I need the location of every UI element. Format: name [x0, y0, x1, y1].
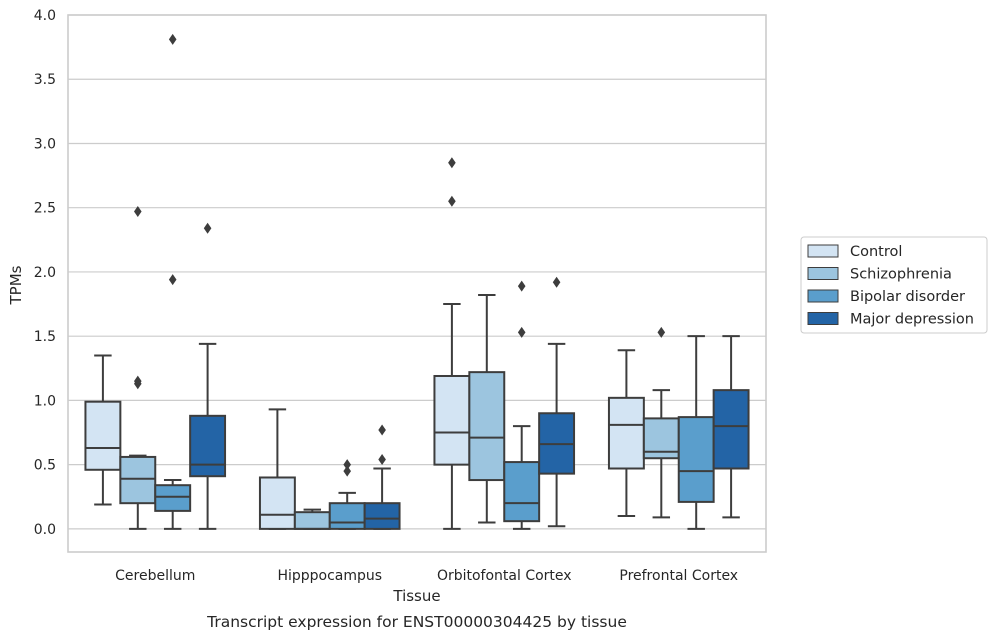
y-tick-label: 4.0: [34, 8, 56, 24]
box-control: [84, 354, 122, 506]
outlier-point: [378, 424, 386, 436]
box-iqr: [258, 476, 296, 530]
outlier-point: [203, 222, 212, 234]
box-iqr: [84, 400, 122, 471]
y-tick-label: 3.5: [34, 72, 56, 88]
box-major-depression: [712, 335, 750, 519]
y-tick-label: 2.0: [34, 265, 56, 281]
box-iqr: [293, 511, 331, 530]
box-control: [607, 349, 645, 518]
box-major-depression: [538, 276, 576, 528]
legend-label: Bipolar disorder: [850, 289, 965, 305]
outlier-point: [134, 206, 142, 218]
box-iqr: [433, 374, 471, 466]
legend: Control Schizophrenia Bipolar disorder Majo…: [800, 236, 988, 334]
outlier-point: [657, 326, 666, 338]
box-iqr: [154, 484, 192, 512]
x-tick-label: Hipppocampus: [277, 568, 382, 584]
x-tick-label: Cerebellum: [115, 568, 195, 584]
y-tick-label: 2.5: [34, 201, 56, 217]
box-iqr: [503, 461, 541, 523]
x-tick-label: Orbitofontal Cortex: [437, 568, 572, 584]
box-control: [258, 408, 296, 530]
box-bipolar-disorder: [154, 33, 192, 530]
legend-label: Schizophrenia: [850, 267, 952, 283]
outlier-point: [343, 459, 351, 471]
box-control: [433, 157, 471, 530]
box-bipolar-disorder: [328, 459, 366, 530]
outlier-point: [378, 454, 386, 466]
legend-label: Major depression: [850, 312, 974, 328]
box-iqr: [468, 371, 506, 482]
legend-swatch: [807, 289, 839, 303]
y-tick-labels: 0.0 0.5 1.0 1.5 2.0 2.5 3.0 3.5 4.0: [34, 8, 56, 538]
legend-frame: [800, 236, 988, 334]
y-tick-label: 1.0: [34, 393, 56, 409]
y-axis-label: TPMs: [7, 265, 25, 305]
x-axis-label: Tissue: [392, 587, 440, 605]
box-iqr: [119, 455, 157, 505]
x-tick-labels: Cerebellum Hipppocampus Orbitofontal Corte…: [115, 568, 738, 584]
box-schizophrenia: [642, 326, 680, 519]
box-bipolar-disorder: [677, 335, 715, 530]
box-schizophrenia: [468, 294, 506, 524]
outlier-point: [448, 157, 456, 169]
legend-swatch: [807, 267, 839, 280]
box-groups: [84, 33, 750, 530]
legend-label: Control: [850, 244, 902, 260]
outlier-point: [168, 274, 177, 286]
outlier-point: [517, 280, 526, 292]
outlier-point: [517, 326, 526, 338]
outlier-point: [552, 276, 561, 288]
outlier-point: [343, 465, 351, 477]
box-iqr: [189, 414, 227, 478]
box-iqr: [712, 389, 750, 470]
box-bipolar-disorder: [503, 280, 541, 530]
box-major-depression: [189, 222, 227, 530]
box-major-depression: [363, 424, 401, 530]
legend-swatch: [807, 244, 839, 258]
outlier-point: [168, 33, 177, 45]
box-iqr: [363, 502, 401, 530]
outlier-point: [448, 195, 456, 207]
box-iqr: [677, 416, 715, 503]
box-schizophrenia: [119, 206, 157, 530]
y-tick-label: 1.5: [34, 329, 56, 345]
box-iqr: [607, 396, 645, 470]
chart-caption: Transcript expression for ENST0000030442…: [206, 613, 627, 631]
y-tick-label: 0.5: [34, 458, 56, 474]
x-tick-label: Prefrontal Cortex: [619, 568, 738, 584]
outlier-point: [134, 375, 142, 387]
box-iqr: [328, 502, 366, 530]
y-tick-label: 0.0: [34, 522, 56, 538]
plot-frame: [67, 14, 767, 553]
legend-swatch: [807, 312, 839, 325]
y-tick-label: 3.0: [34, 136, 56, 152]
box-schizophrenia: [293, 508, 331, 530]
